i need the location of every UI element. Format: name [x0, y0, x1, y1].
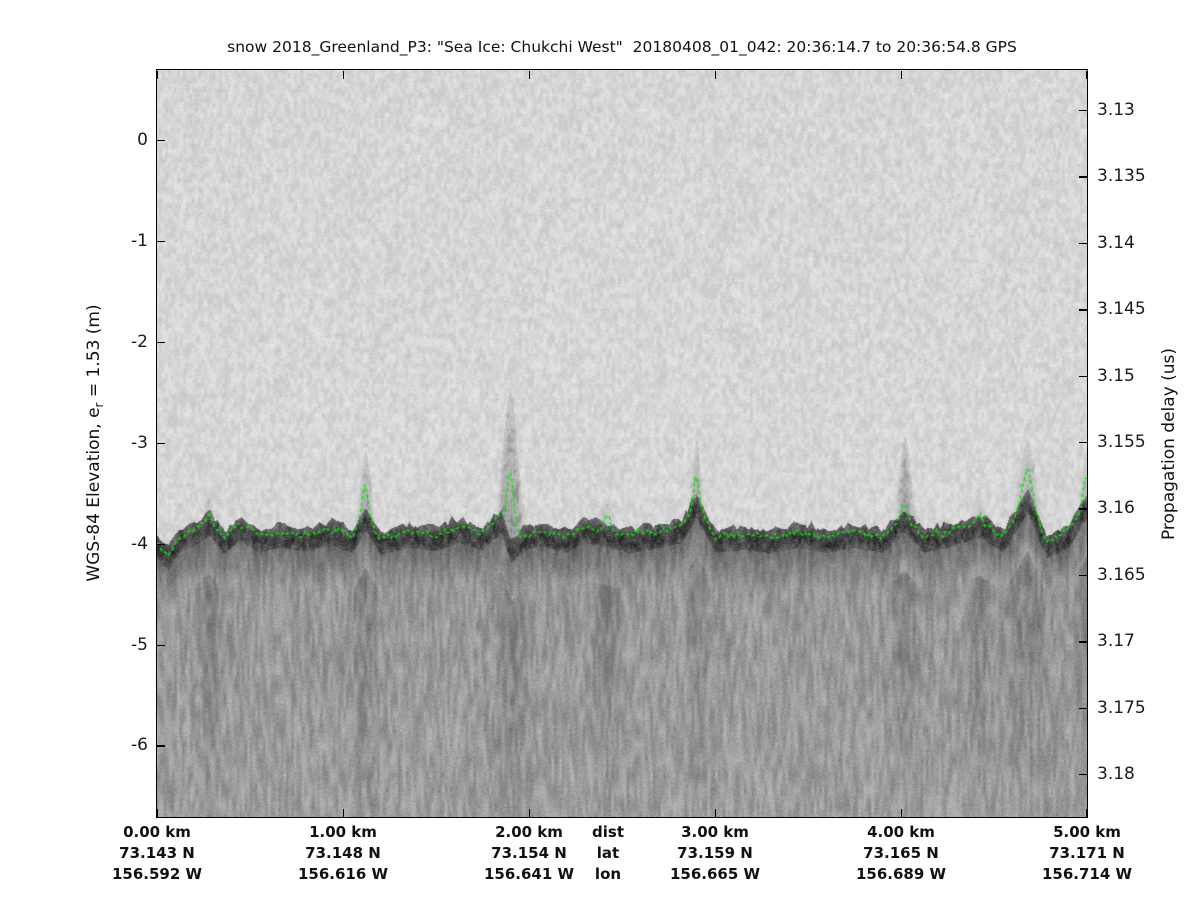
x-tick-mark: [529, 809, 531, 817]
bottom-label-lat: lat: [596, 844, 620, 862]
bottom-label-dist: dist: [592, 823, 624, 841]
right-tick-mark: [1079, 574, 1087, 577]
y-tick-label: -3: [131, 432, 148, 453]
bottom-label-lat: 73.148 N: [305, 844, 381, 862]
right-axis-title: Propagation delay (us): [1159, 347, 1179, 541]
y-tick-label: 0: [137, 130, 148, 150]
bottom-label-lon: 156.616 W: [297, 865, 389, 883]
bottom-label-dist: 1.00 km: [309, 823, 377, 841]
right-tick-label: 3.135: [1097, 166, 1146, 187]
y-tick-label: -6: [131, 735, 148, 756]
bottom-label-lat: 73.171 N: [1049, 844, 1125, 862]
bottom-tick-column: 5.00 km 73.171 N 156.714 W: [1042, 822, 1132, 885]
right-tick-mark: [1079, 110, 1087, 112]
x-top-tick-mark: [529, 71, 531, 79]
bottom-row-legend: dist lat lon: [592, 822, 624, 885]
bottom-label-lat: 73.165 N: [863, 844, 939, 862]
right-tick-label: 3.13: [1097, 100, 1135, 120]
right-tick-label: 3.155: [1097, 432, 1146, 452]
bottom-label-lon: 156.641 W: [483, 865, 575, 883]
bottom-label-lat: 73.159 N: [677, 844, 753, 862]
right-tick-label: 3.145: [1097, 299, 1146, 320]
bottom-label-lon: lon: [594, 865, 622, 883]
bottom-label-lon: 156.714 W: [1041, 865, 1133, 883]
y-tick-mark: [157, 442, 165, 445]
bottom-label-dist: 4.00 km: [867, 823, 935, 841]
bottom-label-dist: 3.00 km: [681, 823, 749, 841]
right-tick-label: 3.165: [1097, 564, 1146, 585]
right-tick-mark: [1079, 375, 1087, 377]
bottom-label-dist: 2.00 km: [495, 823, 563, 841]
plot-area: [156, 69, 1088, 818]
y-tick-label: -5: [131, 634, 148, 655]
right-tick-label: 3.14: [1097, 232, 1135, 253]
bottom-tick-column: 0.00 km 73.143 N 156.592 W: [112, 822, 202, 885]
x-top-tick-mark: [715, 71, 717, 79]
y-tick-mark: [157, 240, 165, 243]
y-tick-mark: [157, 644, 165, 646]
bottom-tick-column: 2.00 km 73.154 N 156.641 W: [484, 822, 574, 885]
right-tick-mark: [1079, 707, 1087, 709]
y-tick-label: -1: [131, 230, 148, 251]
right-tick-label: 3.16: [1097, 498, 1135, 519]
right-tick-mark: [1079, 774, 1087, 776]
x-top-tick-mark: [1085, 71, 1087, 79]
right-tick-label: 3.18: [1097, 764, 1135, 784]
bottom-label-lon: 156.665 W: [669, 865, 761, 883]
bottom-tick-column: 4.00 km 73.165 N 156.689 W: [856, 822, 946, 885]
right-tick-mark: [1079, 242, 1087, 245]
bottom-tick-column: 3.00 km 73.159 N 156.665 W: [670, 822, 760, 885]
y-tick-mark: [157, 543, 165, 545]
bottom-label-lat: 73.154 N: [491, 844, 567, 862]
x-top-tick-mark: [901, 71, 903, 79]
y-tick-label: -4: [131, 533, 148, 554]
x-tick-mark: [901, 809, 903, 817]
right-tick-mark: [1079, 309, 1087, 311]
plot-title: snow 2018_Greenland_P3: "Sea Ice: Chukch…: [227, 38, 1017, 56]
bottom-label-dist: 5.00 km: [1053, 823, 1121, 841]
x-tick-mark: [157, 809, 159, 817]
right-tick-mark: [1079, 641, 1087, 643]
right-tick-label: 3.15: [1097, 365, 1135, 386]
right-tick-label: 3.175: [1097, 697, 1146, 718]
bottom-label-lat: 73.143 N: [119, 844, 195, 862]
y-tick-mark: [157, 140, 165, 142]
right-tick-label: 3.17: [1097, 631, 1135, 652]
y-tick-label: -2: [131, 331, 148, 352]
right-tick-mark: [1079, 442, 1087, 444]
echogram-canvas: [157, 70, 1087, 817]
bottom-tick-column: 1.00 km 73.148 N 156.616 W: [298, 822, 388, 885]
right-tick-mark: [1079, 176, 1087, 178]
x-tick-mark: [715, 809, 717, 817]
y-tick-mark: [157, 745, 165, 747]
x-tick-mark: [1085, 809, 1087, 817]
x-top-tick-mark: [343, 71, 345, 79]
bottom-label-lon: 156.689 W: [855, 865, 947, 883]
bottom-label-lon: 156.592 W: [111, 865, 203, 883]
x-tick-mark: [343, 809, 345, 817]
y-tick-mark: [157, 341, 165, 344]
bottom-label-dist: 0.00 km: [123, 823, 191, 841]
right-tick-mark: [1079, 508, 1087, 510]
x-top-tick-mark: [157, 71, 159, 79]
